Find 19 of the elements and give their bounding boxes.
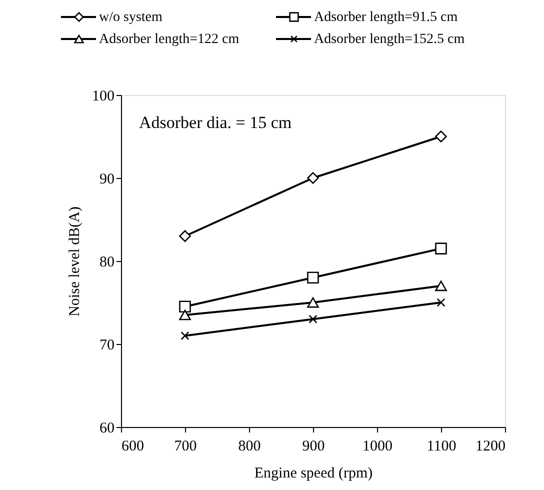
x-tick-label: 1000 <box>362 438 392 454</box>
legend-label: w/o system <box>99 10 162 25</box>
y-tick-label: 80 <box>100 254 114 270</box>
annotation: Adsorber dia. = 15 cm <box>139 113 292 132</box>
y-tick-label: 100 <box>92 88 114 104</box>
x-tick-label: 900 <box>302 438 325 454</box>
x-tick-label: 1200 <box>476 438 506 454</box>
legend-label: Adsorber length=91.5 cm <box>314 10 458 25</box>
x-tick-label: 1100 <box>426 438 456 454</box>
x-tick-label: 700 <box>174 438 197 454</box>
x-tick-label: 800 <box>238 438 261 454</box>
x-axis-title: Engine speed (rpm) <box>254 466 373 482</box>
legend-label: Adsorber length=122 cm <box>99 32 240 47</box>
y-tick-label: 90 <box>100 172 114 188</box>
x-tick-label: 600 <box>122 438 144 454</box>
y-axis-title: Noise level dB(A) <box>67 206 83 316</box>
legend-label: Adsorber length=152.5 cm <box>314 32 465 47</box>
y-tick-label: 70 <box>100 338 114 354</box>
y-tick-label: 60 <box>100 420 114 436</box>
